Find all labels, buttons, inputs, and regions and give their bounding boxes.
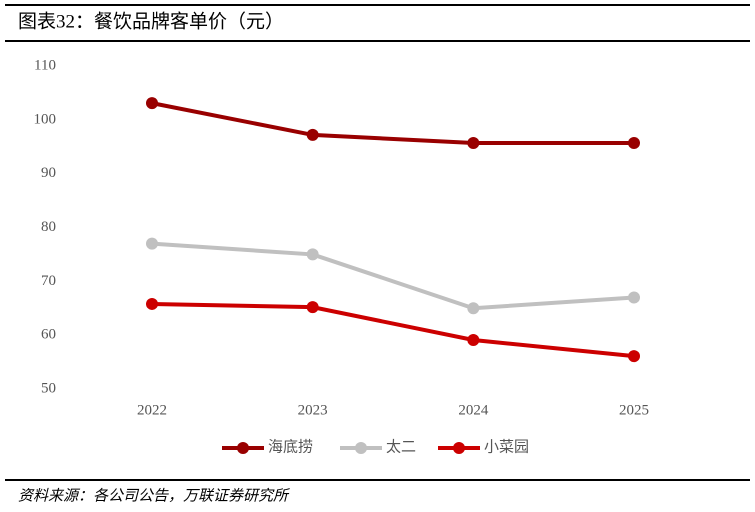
y-tick-label: 60 [41,327,56,343]
point-marker [146,97,158,110]
legend-marker [355,442,367,454]
chart-title: 图表32：餐饮品牌客单价（元） [18,10,284,32]
y-tick-label: 50 [41,380,56,396]
point-marker [467,302,480,315]
point-marker [628,291,640,304]
y-tick-label: 100 [34,111,57,127]
point-marker [628,136,640,149]
y-tick-label: 90 [41,165,56,181]
x-tick-label: 2023 [298,402,328,418]
legend-label: 小菜园 [484,438,529,455]
point-marker [146,237,158,250]
y-tick-label: 70 [41,273,56,289]
point-marker [306,301,319,314]
series-line [151,101,634,145]
point-marker [146,297,158,310]
legend-marker [453,442,465,454]
y-tick-label: 110 [34,57,56,73]
x-tick-label: 2025 [619,402,649,418]
legend-label: 海底捞 [268,438,313,455]
x-tick-label: 2024 [458,402,489,418]
point-marker [306,248,319,261]
point-marker [467,136,480,149]
series-line [151,301,635,359]
source-note: 资料来源：各公司公告，万联证券研究所 [18,487,290,504]
y-tick-label: 80 [41,219,56,235]
point-marker [628,350,640,363]
legend-marker [237,442,249,454]
legend-label: 太二 [386,438,416,455]
x-tick-label: 2022 [137,402,167,418]
point-marker [467,334,480,347]
point-marker [306,128,319,141]
series-line [151,241,635,311]
